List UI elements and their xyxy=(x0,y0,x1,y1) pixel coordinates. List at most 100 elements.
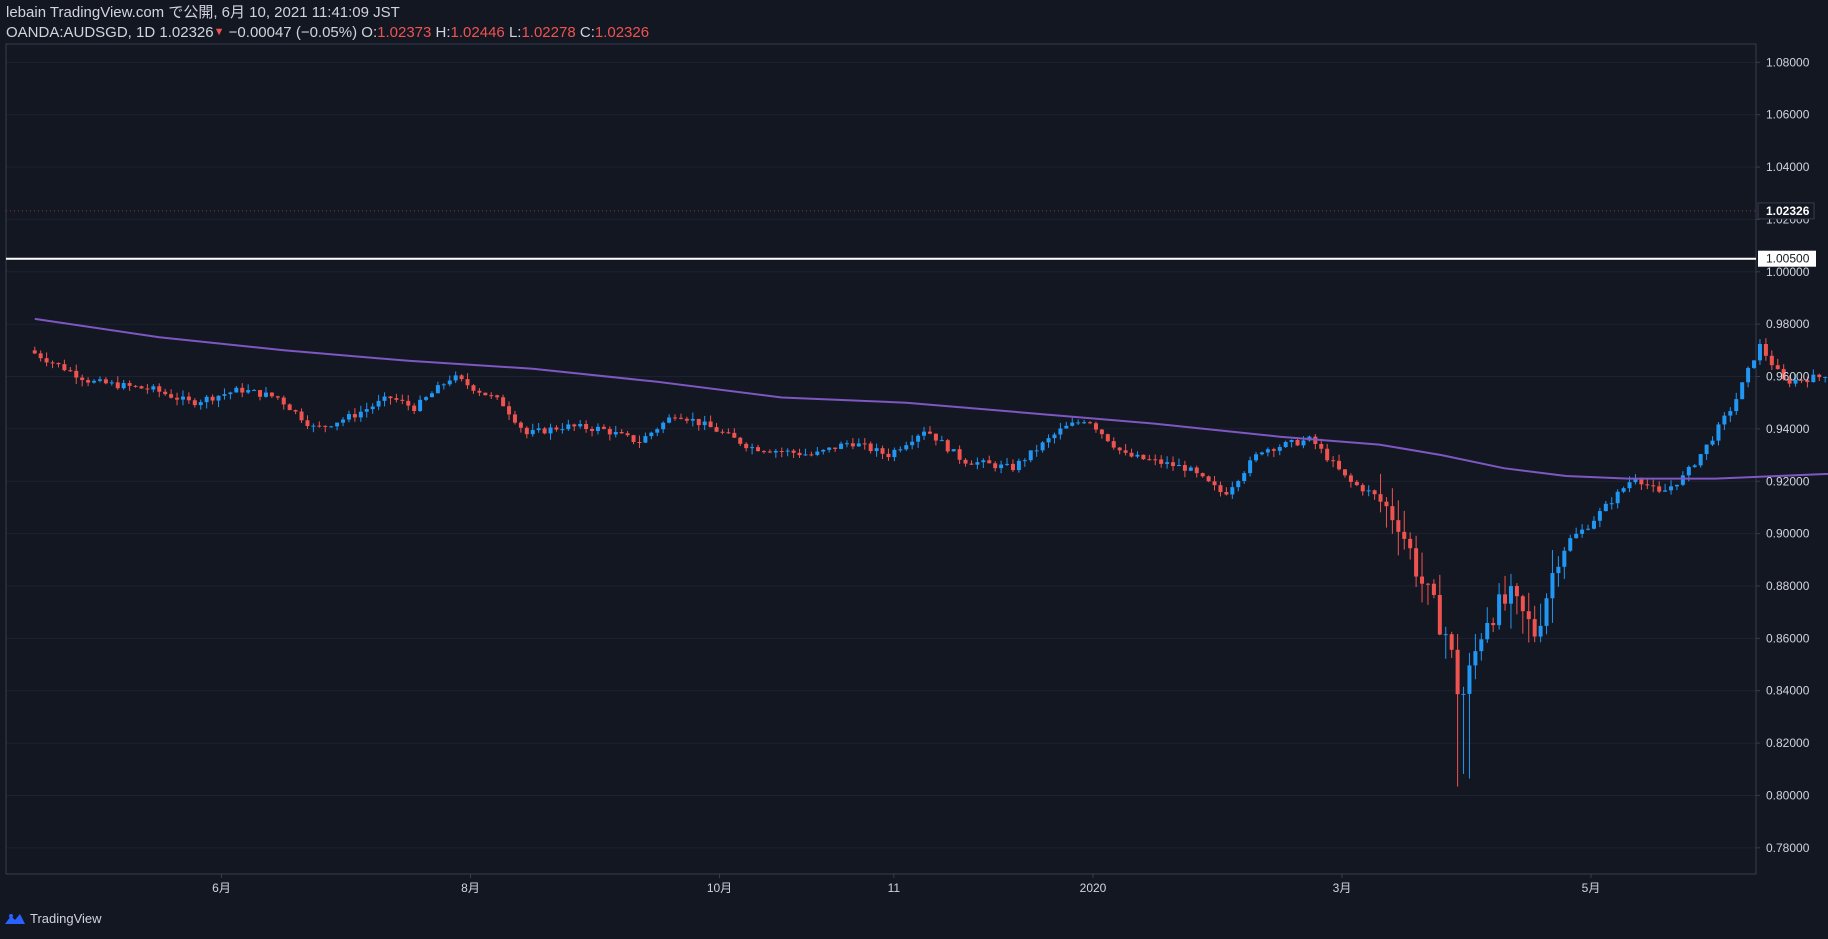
candle-body[interactable] xyxy=(1337,460,1342,470)
candle-body[interactable] xyxy=(1271,449,1276,451)
candle-body[interactable] xyxy=(637,441,642,443)
candle-body[interactable] xyxy=(151,386,156,390)
candle-body[interactable] xyxy=(163,391,168,395)
candle-body[interactable] xyxy=(1265,449,1270,453)
candle-body[interactable] xyxy=(1686,466,1691,476)
candle-body[interactable] xyxy=(1639,479,1644,485)
candle-body[interactable] xyxy=(86,380,91,383)
candle-body[interactable] xyxy=(1811,374,1816,383)
candle-body[interactable] xyxy=(975,462,980,465)
candle-body[interactable] xyxy=(1206,476,1211,482)
candle-body[interactable] xyxy=(690,418,695,421)
candle-body[interactable] xyxy=(246,390,251,393)
candle-body[interactable] xyxy=(447,380,452,385)
candle-body[interactable] xyxy=(329,426,334,428)
candle-body[interactable] xyxy=(1159,459,1164,464)
candle-body[interactable] xyxy=(566,424,571,430)
candle-body[interactable] xyxy=(1817,374,1822,378)
candle-body[interactable] xyxy=(1171,462,1176,467)
candle-body[interactable] xyxy=(1390,506,1395,521)
candle-body[interactable] xyxy=(1135,454,1140,457)
candle-body[interactable] xyxy=(299,411,304,421)
candle-body[interactable] xyxy=(1224,492,1229,495)
candle-body[interactable] xyxy=(1769,355,1774,366)
candle-body[interactable] xyxy=(1621,488,1626,492)
candle-body[interactable] xyxy=(1603,503,1608,512)
candle-body[interactable] xyxy=(406,400,411,406)
candle-body[interactable] xyxy=(1093,423,1098,430)
candle-body[interactable] xyxy=(1799,379,1804,381)
candle-body[interactable] xyxy=(1520,596,1525,612)
candle-body[interactable] xyxy=(1064,425,1069,429)
candle-body[interactable] xyxy=(939,440,944,442)
candle-body[interactable] xyxy=(1633,479,1638,483)
candle-body[interactable] xyxy=(335,422,340,427)
candle-body[interactable] xyxy=(1099,429,1104,435)
candle-body[interactable] xyxy=(667,417,672,423)
candle-body[interactable] xyxy=(186,396,191,401)
candle-body[interactable] xyxy=(263,392,268,397)
candle-body[interactable] xyxy=(927,431,932,434)
candle-body[interactable] xyxy=(1123,450,1128,453)
candle-body[interactable] xyxy=(1378,494,1383,502)
candle-body[interactable] xyxy=(429,393,434,398)
candle-body[interactable] xyxy=(631,435,636,442)
candle-body[interactable] xyxy=(157,386,162,392)
candle-body[interactable] xyxy=(1728,411,1733,416)
candle-body[interactable] xyxy=(892,449,897,458)
candle-body[interactable] xyxy=(880,448,885,454)
candle-body[interactable] xyxy=(169,394,174,398)
candle-body[interactable] xyxy=(1538,625,1543,637)
candle-body[interactable] xyxy=(305,420,310,427)
candle-body[interactable] xyxy=(252,390,257,392)
candle-body[interactable] xyxy=(44,358,49,363)
candle-body[interactable] xyxy=(1734,399,1739,412)
candle-body[interactable] xyxy=(1046,438,1051,443)
candle-body[interactable] xyxy=(833,447,838,449)
candle-body[interactable] xyxy=(1651,485,1656,487)
candle-body[interactable] xyxy=(317,425,322,427)
candle-body[interactable] xyxy=(1277,447,1282,451)
candle-body[interactable] xyxy=(240,387,245,393)
candle-body[interactable] xyxy=(1117,447,1122,451)
candle-body[interactable] xyxy=(1757,343,1762,361)
candle-body[interactable] xyxy=(109,382,114,384)
candle-body[interactable] xyxy=(1503,594,1508,604)
candle-body[interactable] xyxy=(418,399,423,411)
candle-body[interactable] xyxy=(275,396,280,398)
candle-body[interactable] xyxy=(441,384,446,386)
candle-body[interactable] xyxy=(92,380,97,383)
candle-body[interactable] xyxy=(1366,490,1371,492)
candle-body[interactable] xyxy=(1319,443,1324,449)
candle-body[interactable] xyxy=(204,396,209,403)
candle-body[interactable] xyxy=(1491,622,1496,626)
candle-body[interactable] xyxy=(1680,475,1685,485)
candle-body[interactable] xyxy=(732,432,737,438)
candle-body[interactable] xyxy=(1034,450,1039,452)
candle-body[interactable] xyxy=(483,392,488,396)
candle-body[interactable] xyxy=(874,448,879,452)
candle-body[interactable] xyxy=(1657,486,1662,492)
candle-body[interactable] xyxy=(1526,611,1531,620)
candle-body[interactable] xyxy=(886,453,891,458)
candle-body[interactable] xyxy=(489,395,494,397)
candle-body[interactable] xyxy=(809,454,814,456)
candle-body[interactable] xyxy=(1740,382,1745,400)
candle-body[interactable] xyxy=(121,383,126,389)
candle-body[interactable] xyxy=(376,400,381,407)
candle-body[interactable] xyxy=(684,418,689,421)
candle-body[interactable] xyxy=(1793,379,1798,384)
candle-body[interactable] xyxy=(287,404,292,411)
symbol-label[interactable]: OANDA:AUDSGD, 1D xyxy=(6,24,156,41)
candle-body[interactable] xyxy=(862,443,867,445)
candle-body[interactable] xyxy=(1704,444,1709,455)
candle-body[interactable] xyxy=(258,390,263,397)
candle-body[interactable] xyxy=(1052,434,1057,439)
candle-body[interactable] xyxy=(590,429,595,431)
candle-body[interactable] xyxy=(1568,538,1573,551)
candle-body[interactable] xyxy=(1574,533,1579,539)
candle-body[interactable] xyxy=(1016,460,1021,471)
candle-body[interactable] xyxy=(1111,441,1116,448)
candle-body[interactable] xyxy=(655,429,660,433)
candle-body[interactable] xyxy=(922,431,927,436)
